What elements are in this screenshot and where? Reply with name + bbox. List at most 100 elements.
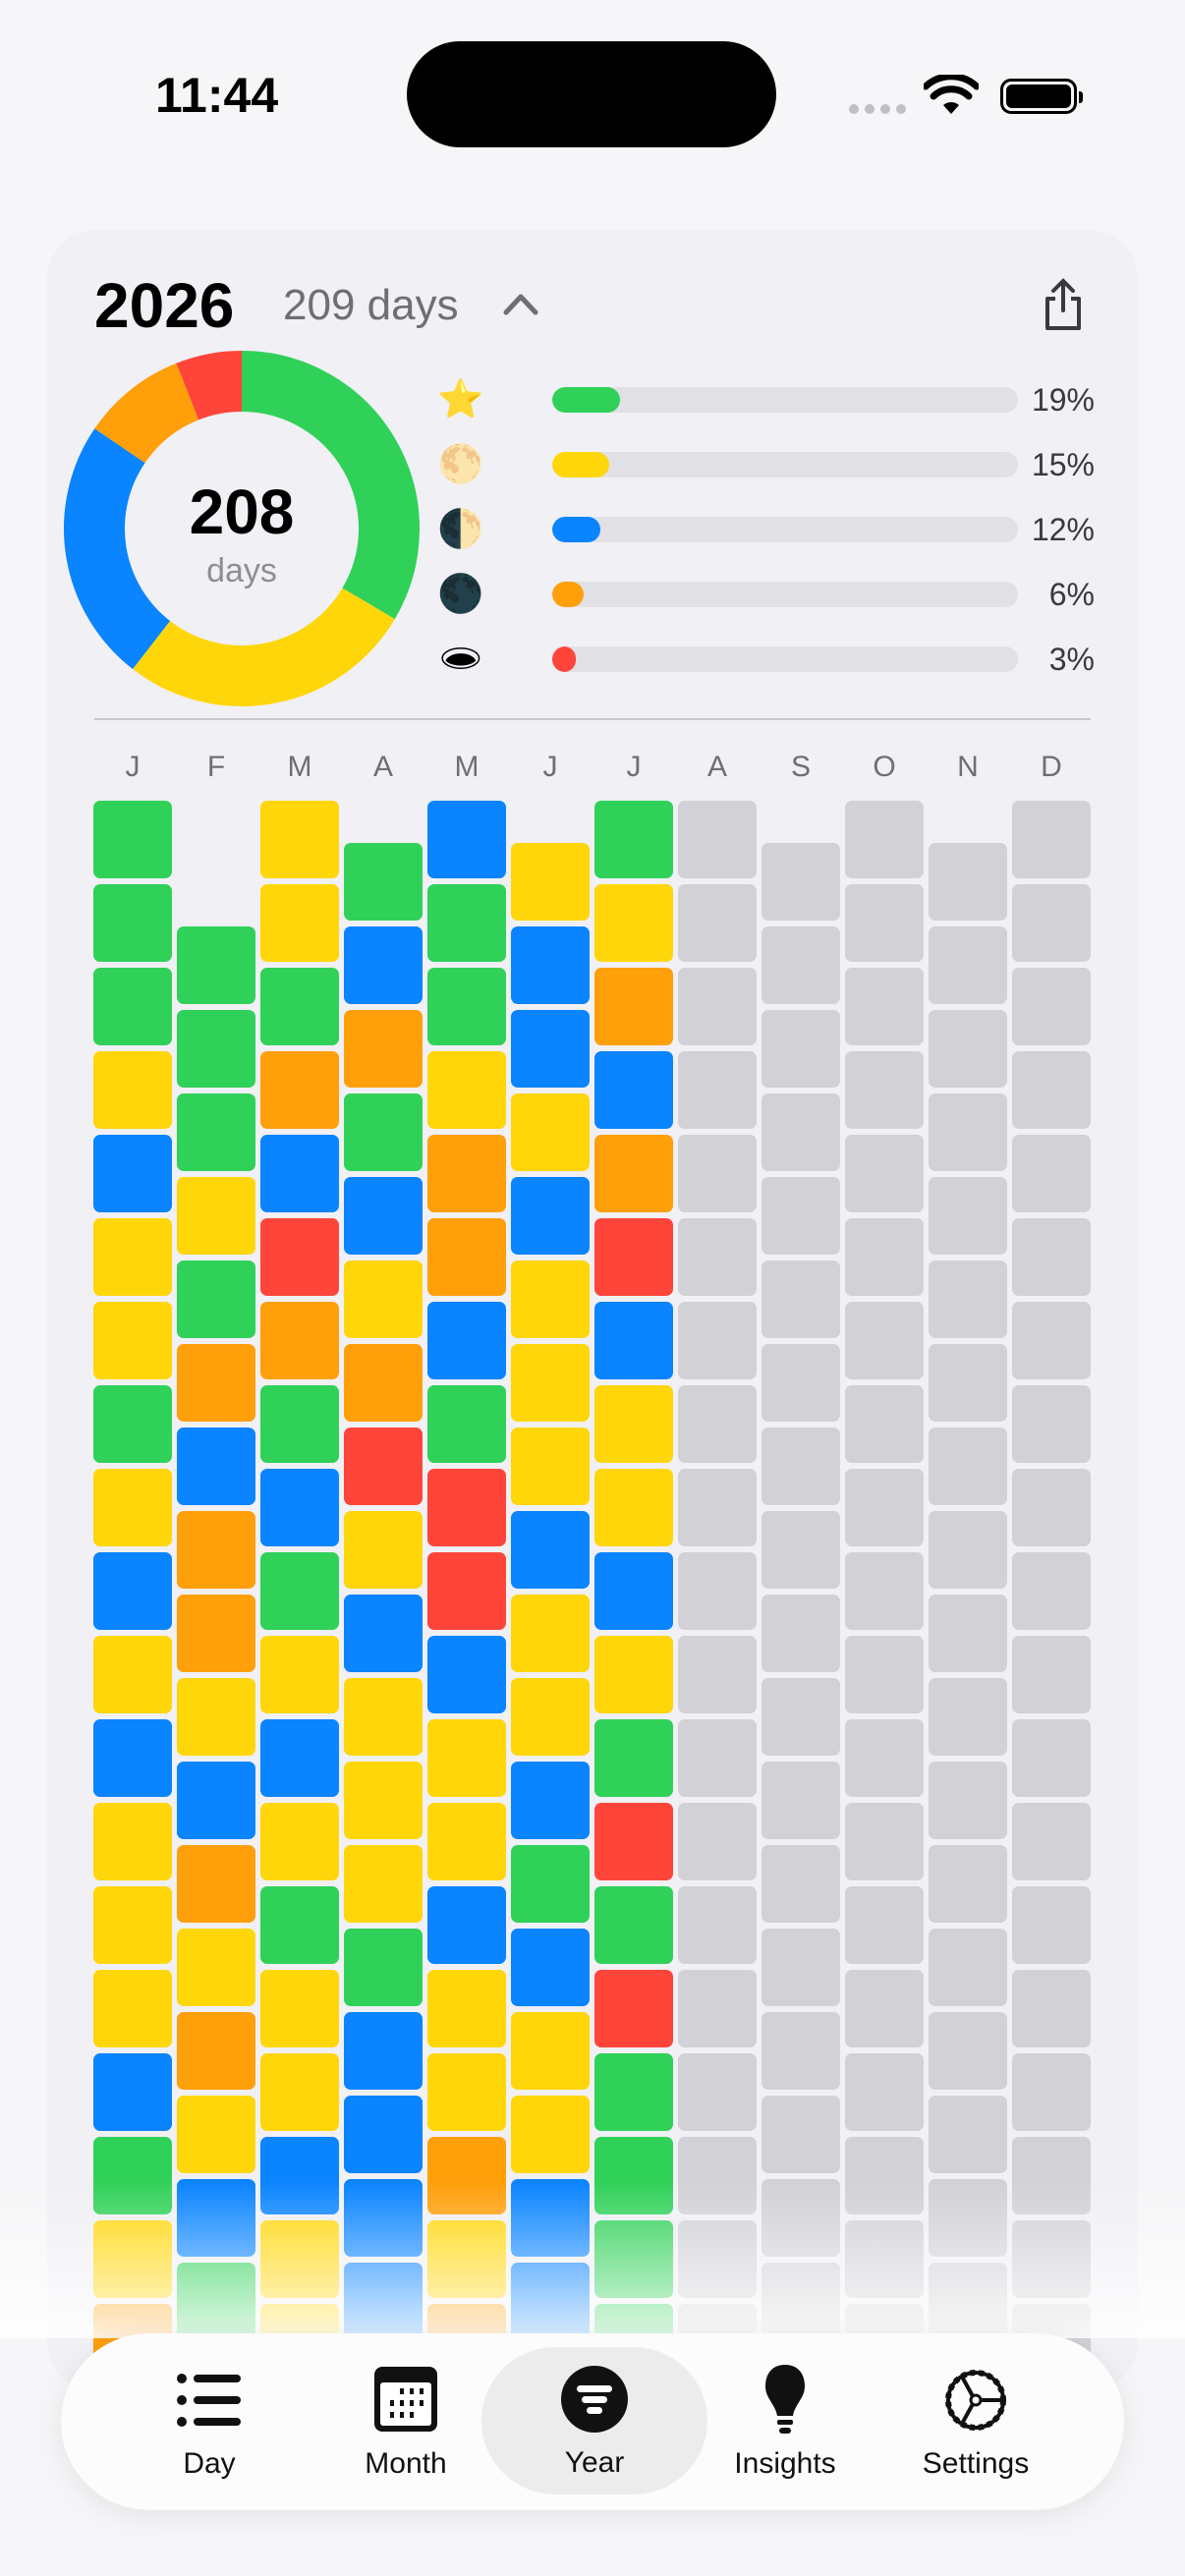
tab-month[interactable]: Month bbox=[293, 2333, 519, 2510]
day-cell[interactable] bbox=[762, 1510, 840, 1589]
day-cell[interactable] bbox=[762, 1427, 840, 1505]
day-cell[interactable] bbox=[344, 1092, 423, 1171]
day-cell[interactable] bbox=[177, 1594, 255, 1672]
chevron-up-icon[interactable] bbox=[501, 289, 540, 318]
day-cell[interactable] bbox=[260, 1636, 339, 1713]
day-cell[interactable] bbox=[511, 842, 590, 921]
day-cell[interactable] bbox=[344, 925, 423, 1004]
day-cell[interactable] bbox=[594, 801, 673, 878]
day-cell[interactable] bbox=[678, 1302, 757, 1379]
day-cell[interactable] bbox=[93, 1552, 172, 1630]
day-cell[interactable] bbox=[511, 1844, 590, 1923]
day-cell[interactable] bbox=[344, 1427, 423, 1505]
day-cell[interactable] bbox=[344, 2095, 423, 2173]
day-cell[interactable] bbox=[344, 1594, 423, 1672]
day-cell[interactable] bbox=[93, 1469, 172, 1546]
day-cell[interactable] bbox=[427, 1886, 506, 1964]
day-cell[interactable] bbox=[594, 1552, 673, 1630]
day-cell[interactable] bbox=[93, 1719, 172, 1797]
day-cell[interactable] bbox=[929, 1260, 1007, 1338]
day-cell[interactable] bbox=[93, 801, 172, 878]
day-cell[interactable] bbox=[1012, 1302, 1091, 1379]
day-cell[interactable] bbox=[594, 1302, 673, 1379]
day-cell[interactable] bbox=[511, 1092, 590, 1171]
day-cell[interactable] bbox=[93, 1970, 172, 2047]
day-cell[interactable] bbox=[260, 1886, 339, 1964]
day-cell[interactable] bbox=[762, 1844, 840, 1923]
day-cell[interactable] bbox=[177, 2095, 255, 2173]
day-cell[interactable] bbox=[1012, 1135, 1091, 1212]
day-cell[interactable] bbox=[177, 1844, 255, 1923]
day-cell[interactable] bbox=[845, 801, 924, 878]
day-cell[interactable] bbox=[260, 1469, 339, 1546]
day-cell[interactable] bbox=[427, 1803, 506, 1880]
day-cell[interactable] bbox=[929, 1176, 1007, 1255]
day-cell[interactable] bbox=[1012, 1970, 1091, 2047]
day-cell[interactable] bbox=[1012, 1218, 1091, 1296]
day-cell[interactable] bbox=[762, 1343, 840, 1422]
tab-day[interactable]: Day bbox=[96, 2333, 322, 2510]
day-cell[interactable] bbox=[260, 1302, 339, 1379]
day-cell[interactable] bbox=[1012, 884, 1091, 962]
day-cell[interactable] bbox=[929, 1677, 1007, 1756]
day-cell[interactable] bbox=[344, 1176, 423, 1255]
day-cell[interactable] bbox=[1012, 1051, 1091, 1129]
day-cell[interactable] bbox=[260, 1803, 339, 1880]
tab-settings[interactable]: Settings bbox=[863, 2333, 1089, 2510]
day-cell[interactable] bbox=[260, 1719, 339, 1797]
day-cell[interactable] bbox=[678, 1469, 757, 1546]
day-cell[interactable] bbox=[1012, 1803, 1091, 1880]
day-cell[interactable] bbox=[344, 1009, 423, 1088]
day-cell[interactable] bbox=[845, 1218, 924, 1296]
day-cell[interactable] bbox=[929, 1092, 1007, 1171]
day-cell[interactable] bbox=[93, 1218, 172, 1296]
day-cell[interactable] bbox=[427, 884, 506, 962]
day-cell[interactable] bbox=[93, 1636, 172, 1713]
day-cell[interactable] bbox=[929, 1594, 1007, 1672]
day-cell[interactable] bbox=[762, 925, 840, 1004]
day-cell[interactable] bbox=[594, 2053, 673, 2131]
day-cell[interactable] bbox=[762, 2095, 840, 2173]
day-cell[interactable] bbox=[344, 2011, 423, 2090]
day-cell[interactable] bbox=[1012, 1469, 1091, 1546]
day-cell[interactable] bbox=[511, 1510, 590, 1589]
day-cell[interactable] bbox=[93, 1135, 172, 1212]
day-cell[interactable] bbox=[177, 1928, 255, 2006]
day-cell[interactable] bbox=[427, 801, 506, 878]
share-icon[interactable] bbox=[1040, 277, 1087, 332]
day-cell[interactable] bbox=[762, 1761, 840, 1839]
day-cell[interactable] bbox=[344, 1260, 423, 1338]
day-cell[interactable] bbox=[678, 1552, 757, 1630]
day-cell[interactable] bbox=[929, 1009, 1007, 1088]
day-cell[interactable] bbox=[93, 1302, 172, 1379]
day-cell[interactable] bbox=[762, 1176, 840, 1255]
day-cell[interactable] bbox=[929, 1761, 1007, 1839]
day-cell[interactable] bbox=[845, 1636, 924, 1713]
day-cell[interactable] bbox=[177, 1092, 255, 1171]
day-cell[interactable] bbox=[678, 1385, 757, 1463]
day-cell[interactable] bbox=[427, 1719, 506, 1797]
day-cell[interactable] bbox=[511, 1594, 590, 1672]
day-cell[interactable] bbox=[344, 1677, 423, 1756]
day-cell[interactable] bbox=[845, 1051, 924, 1129]
day-cell[interactable] bbox=[845, 1469, 924, 1546]
day-cell[interactable] bbox=[594, 1886, 673, 1964]
day-cell[interactable] bbox=[427, 1469, 506, 1546]
day-cell[interactable] bbox=[929, 1510, 1007, 1589]
day-cell[interactable] bbox=[594, 1385, 673, 1463]
day-cell[interactable] bbox=[344, 1761, 423, 1839]
day-cell[interactable] bbox=[762, 1260, 840, 1338]
day-cell[interactable] bbox=[427, 968, 506, 1045]
day-cell[interactable] bbox=[1012, 1719, 1091, 1797]
day-cell[interactable] bbox=[594, 1051, 673, 1129]
day-cell[interactable] bbox=[594, 1636, 673, 1713]
day-cell[interactable] bbox=[427, 1051, 506, 1129]
day-cell[interactable] bbox=[594, 884, 673, 962]
day-cell[interactable] bbox=[177, 1677, 255, 1756]
day-cell[interactable] bbox=[344, 1343, 423, 1422]
day-cell[interactable] bbox=[93, 884, 172, 962]
day-cell[interactable] bbox=[678, 968, 757, 1045]
day-cell[interactable] bbox=[93, 1385, 172, 1463]
day-cell[interactable] bbox=[845, 1970, 924, 2047]
day-cell[interactable] bbox=[678, 2053, 757, 2131]
